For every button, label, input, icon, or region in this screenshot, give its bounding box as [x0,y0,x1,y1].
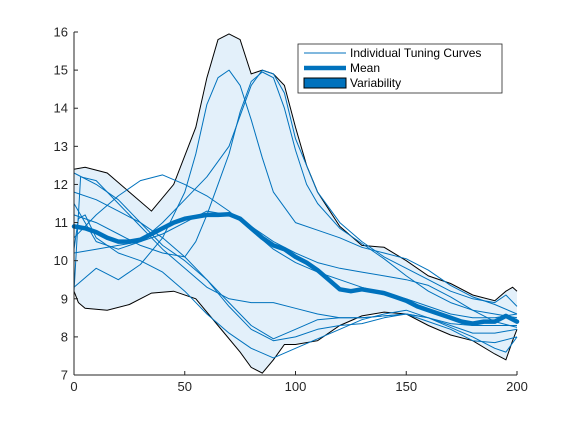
mean-curve [71,211,520,326]
x-tick-label: 100 [285,379,307,394]
y-tick-label: 7 [61,368,68,383]
individual-curves-layer [73,69,518,359]
y-tick-label: 13 [54,139,68,154]
y-tick-label: 11 [55,215,69,230]
y-tick-label: 16 [54,25,68,40]
tuning-curve-3 [73,210,518,328]
tuning-curve-5 [73,172,518,344]
x-tick-label: 200 [506,379,528,394]
variability-band [74,33,517,374]
x-tick-label: 50 [178,379,192,394]
legend-variability-label: Variability [350,76,401,90]
variability-band-layer [73,33,518,374]
tuning-curve-8 [73,174,518,319]
y-tick-label: 8 [61,329,68,344]
tuning-curve-6 [73,69,518,315]
legend-mean-label: Mean [350,61,380,75]
y-tick-label: 15 [54,63,68,78]
legend-curves-label: Individual Tuning Curves [350,46,481,60]
y-tick-label: 9 [61,291,68,306]
axes-layer: 0 50 100 150 200 7 8 9 10 11 12 13 14 15 16 [54,25,528,395]
tuning-curve-2 [73,214,518,359]
variability-upper-edge [73,33,518,302]
x-tick-label: 150 [395,379,417,394]
tuning-curve-7 [73,71,518,319]
mean-layer [71,211,520,326]
tuning-curve-4 [73,191,518,342]
legend: Individual Tuning Curves Mean Variabilit… [297,43,503,94]
y-tick-label: 12 [54,177,68,192]
y-tick-label: 14 [54,101,68,116]
legend-variability-swatch [303,77,347,89]
y-tick-label: 10 [54,253,68,268]
x-tick-label: 0 [70,379,77,394]
variability-lower-edge [73,290,518,374]
tuning-curve-1 [73,176,517,326]
